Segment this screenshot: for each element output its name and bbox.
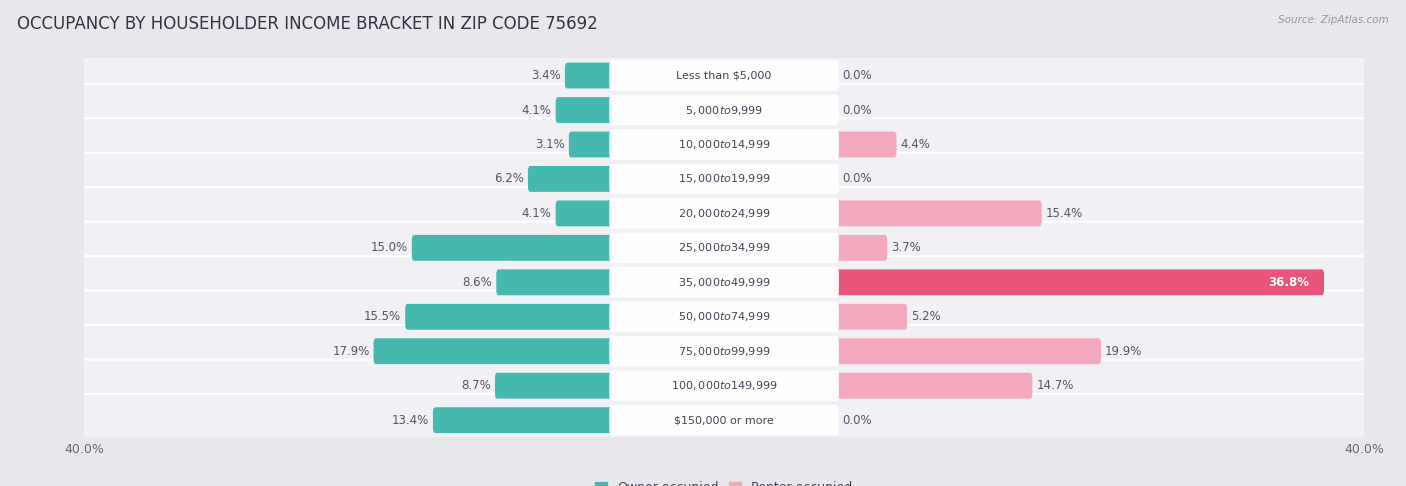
Text: 14.7%: 14.7% [1036,379,1074,392]
Text: 5.2%: 5.2% [911,310,941,323]
Text: 4.1%: 4.1% [522,104,551,117]
Text: $150,000 or more: $150,000 or more [675,415,773,425]
FancyBboxPatch shape [80,84,1368,136]
FancyBboxPatch shape [565,63,614,88]
FancyBboxPatch shape [609,405,839,435]
FancyBboxPatch shape [609,95,839,125]
Text: 15.0%: 15.0% [371,242,408,254]
FancyBboxPatch shape [834,132,897,157]
Text: 3.7%: 3.7% [891,242,921,254]
FancyBboxPatch shape [405,304,614,330]
FancyBboxPatch shape [496,269,614,295]
FancyBboxPatch shape [374,338,614,364]
FancyBboxPatch shape [569,132,614,157]
FancyBboxPatch shape [609,60,839,91]
Text: 0.0%: 0.0% [842,414,872,427]
FancyBboxPatch shape [609,336,839,366]
Text: 13.4%: 13.4% [392,414,429,427]
Text: 15.5%: 15.5% [364,310,401,323]
Text: OCCUPANCY BY HOUSEHOLDER INCOME BRACKET IN ZIP CODE 75692: OCCUPANCY BY HOUSEHOLDER INCOME BRACKET … [17,15,598,33]
FancyBboxPatch shape [609,164,839,194]
Text: $75,000 to $99,999: $75,000 to $99,999 [678,345,770,358]
Text: $50,000 to $74,999: $50,000 to $74,999 [678,310,770,323]
Text: 8.6%: 8.6% [463,276,492,289]
Text: $100,000 to $149,999: $100,000 to $149,999 [671,379,778,392]
FancyBboxPatch shape [80,187,1368,240]
FancyBboxPatch shape [80,291,1368,343]
FancyBboxPatch shape [834,304,907,330]
FancyBboxPatch shape [555,200,614,226]
FancyBboxPatch shape [80,256,1368,309]
Text: 15.4%: 15.4% [1046,207,1083,220]
Text: 0.0%: 0.0% [842,69,872,82]
FancyBboxPatch shape [834,338,1101,364]
FancyBboxPatch shape [80,222,1368,274]
Text: 6.2%: 6.2% [494,173,524,186]
FancyBboxPatch shape [412,235,614,261]
FancyBboxPatch shape [80,394,1368,446]
Text: 36.8%: 36.8% [1268,276,1309,289]
FancyBboxPatch shape [834,373,1032,399]
FancyBboxPatch shape [609,129,839,160]
Text: Source: ZipAtlas.com: Source: ZipAtlas.com [1278,15,1389,25]
Text: $20,000 to $24,999: $20,000 to $24,999 [678,207,770,220]
Text: 4.4%: 4.4% [900,138,931,151]
FancyBboxPatch shape [495,373,614,399]
FancyBboxPatch shape [555,97,614,123]
FancyBboxPatch shape [433,407,614,433]
FancyBboxPatch shape [834,269,1324,295]
FancyBboxPatch shape [609,198,839,229]
FancyBboxPatch shape [80,325,1368,378]
Text: $10,000 to $14,999: $10,000 to $14,999 [678,138,770,151]
Text: 17.9%: 17.9% [332,345,370,358]
FancyBboxPatch shape [80,50,1368,102]
Text: $25,000 to $34,999: $25,000 to $34,999 [678,242,770,254]
FancyBboxPatch shape [80,118,1368,171]
FancyBboxPatch shape [527,166,614,192]
Text: $35,000 to $49,999: $35,000 to $49,999 [678,276,770,289]
Text: $5,000 to $9,999: $5,000 to $9,999 [685,104,763,117]
Text: 4.1%: 4.1% [522,207,551,220]
Text: 19.9%: 19.9% [1105,345,1143,358]
Text: $15,000 to $19,999: $15,000 to $19,999 [678,173,770,186]
FancyBboxPatch shape [80,153,1368,205]
FancyBboxPatch shape [609,301,839,332]
Text: 0.0%: 0.0% [842,104,872,117]
FancyBboxPatch shape [609,267,839,297]
Legend: Owner-occupied, Renter-occupied: Owner-occupied, Renter-occupied [589,476,859,486]
Text: 3.1%: 3.1% [536,138,565,151]
Text: 8.7%: 8.7% [461,379,491,392]
FancyBboxPatch shape [834,235,887,261]
FancyBboxPatch shape [609,232,839,263]
FancyBboxPatch shape [834,200,1042,226]
FancyBboxPatch shape [609,370,839,401]
Text: 3.4%: 3.4% [531,69,561,82]
Text: 0.0%: 0.0% [842,173,872,186]
Text: Less than $5,000: Less than $5,000 [676,70,772,81]
FancyBboxPatch shape [80,360,1368,412]
